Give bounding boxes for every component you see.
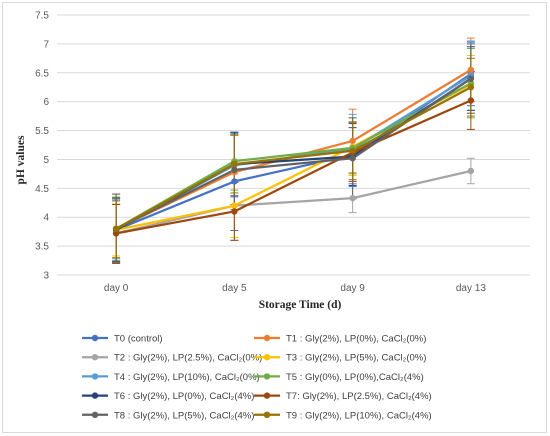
data-point bbox=[349, 155, 356, 162]
legend-item: T7: Gly(2%), LP(2.5%), CaCl₂(4%) bbox=[254, 391, 432, 402]
y-tick-label: 6 bbox=[43, 97, 49, 108]
y-tick-label: 7.5 bbox=[35, 11, 49, 22]
legend-label: T9 : Gly(2%), LP(10%), CaCl₂(4%) bbox=[286, 410, 432, 421]
series-line-1 bbox=[115, 68, 472, 230]
data-point bbox=[467, 66, 475, 74]
y-tick-label: 5.5 bbox=[35, 126, 49, 137]
legend-label: T6 : Gly(2%), LP(0%), CaCl₂(4%) bbox=[114, 391, 254, 402]
legend-marker bbox=[263, 411, 271, 418]
data-point bbox=[349, 137, 356, 145]
legend-label: T4 : Gly(2%), LP(10%), CaCl₂(0%) bbox=[114, 372, 260, 383]
legend-marker bbox=[91, 392, 99, 399]
data-point bbox=[349, 147, 356, 154]
series-line-4 bbox=[115, 74, 472, 231]
legend: T0 (control) T1 : Gly(2%), LP(0%), CaCl₂(… bbox=[82, 334, 432, 421]
data-point bbox=[231, 178, 238, 185]
data-point bbox=[112, 225, 120, 232]
series-line-5 bbox=[115, 82, 472, 230]
x-tick-label: day 0 bbox=[104, 283, 129, 294]
legend-item: T5 : Gly(0%), LP(0%),CaCl₂(4%) bbox=[254, 372, 424, 383]
legend-label: T1 : Gly(2%), LP(0%), CaCl₂(0%) bbox=[286, 334, 426, 345]
data-point bbox=[467, 97, 475, 104]
y-tick-labels: 3 3.5 4 4.5 5 5.5 6 6.5 7 7.5 bbox=[35, 11, 49, 282]
data-point bbox=[467, 75, 475, 82]
legend-label: T2 : Gly(2%), LP(2.5%), CaCl₂(0%) bbox=[114, 353, 262, 364]
series-line-7 bbox=[115, 99, 472, 235]
data-points bbox=[112, 66, 475, 237]
legend-marker bbox=[91, 334, 99, 342]
legend-item: T0 (control) bbox=[82, 334, 163, 345]
x-tick-labels: day 0 day 5 day 9 day 13 bbox=[104, 283, 486, 294]
y-tick-label: 5 bbox=[43, 155, 49, 166]
y-tick-label: 4.5 bbox=[35, 184, 49, 195]
y-tick-label: 3.5 bbox=[35, 242, 49, 253]
data-point bbox=[112, 230, 120, 237]
legend-marker bbox=[263, 373, 271, 380]
x-tick-label: day 9 bbox=[340, 283, 365, 294]
legend-marker bbox=[263, 354, 271, 361]
x-tick-label: day 5 bbox=[222, 283, 247, 294]
data-point bbox=[349, 194, 356, 202]
y-tick-label: 4 bbox=[43, 213, 49, 224]
data-point bbox=[231, 166, 238, 174]
series-line-2 bbox=[115, 169, 472, 235]
y-axis-title: pH values bbox=[15, 135, 27, 184]
legend-item: T8 : Gly(2%), LP(5%), CaCl₂(4%) bbox=[82, 410, 254, 421]
legend-label: T8 : Gly(2%), LP(5%), CaCl₂(4%) bbox=[114, 410, 254, 421]
x-tick-label: day 13 bbox=[456, 283, 486, 294]
legend-item: T9 : Gly(2%), LP(10%), CaCl₂(4%) bbox=[254, 410, 432, 421]
legend-item: T2 : Gly(2%), LP(2.5%), CaCl₂(0%) bbox=[82, 353, 262, 364]
data-point bbox=[231, 202, 238, 209]
legend-marker bbox=[91, 354, 99, 361]
data-point bbox=[467, 167, 475, 175]
legend-marker bbox=[263, 392, 271, 399]
series-line-0 bbox=[115, 73, 472, 231]
data-point bbox=[231, 208, 238, 215]
legend-item: T4 : Gly(2%), LP(10%), CaCl₂(0%) bbox=[82, 372, 260, 383]
error-bars bbox=[112, 37, 475, 264]
series-lines bbox=[115, 68, 472, 235]
y-tick-label: 6.5 bbox=[35, 68, 49, 79]
legend-label: T3 : Gly(2%), LP(5%), CaCl₂(0%) bbox=[286, 353, 426, 364]
x-axis-title: Storage Time (d) bbox=[259, 299, 342, 311]
legend-item: T6 : Gly(2%), LP(0%), CaCl₂(4%) bbox=[82, 391, 254, 402]
legend-item: T1 : Gly(2%), LP(0%), CaCl₂(0%) bbox=[254, 334, 426, 345]
legend-label: T7: Gly(2%), LP(2.5%), CaCl₂(4%) bbox=[286, 391, 432, 402]
y-tick-label: 3 bbox=[43, 271, 49, 282]
legend-marker bbox=[263, 334, 271, 342]
data-point bbox=[467, 84, 475, 91]
legend-item: T3 : Gly(2%), LP(5%), CaCl₂(0%) bbox=[254, 353, 426, 364]
series-line-9 bbox=[115, 86, 472, 230]
legend-marker bbox=[91, 373, 99, 380]
legend-label: T5 : Gly(0%), LP(0%),CaCl₂(4%) bbox=[286, 372, 424, 383]
legend-label: T0 (control) bbox=[114, 334, 163, 345]
grid-lines bbox=[57, 14, 530, 276]
data-point bbox=[231, 160, 238, 168]
y-tick-label: 7 bbox=[43, 39, 49, 50]
legend-marker bbox=[91, 411, 99, 418]
